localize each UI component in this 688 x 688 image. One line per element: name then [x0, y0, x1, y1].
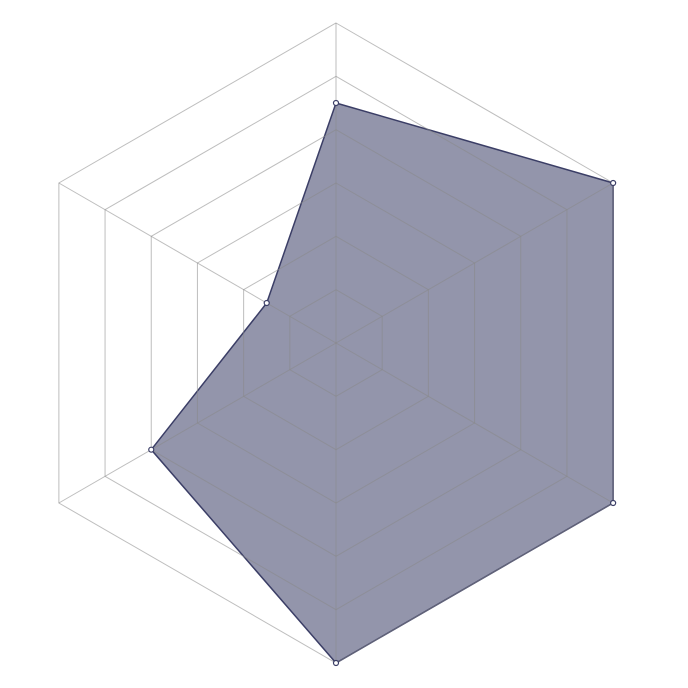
spoke	[335, 182, 614, 344]
data-point	[610, 499, 617, 507]
spoke	[335, 342, 614, 504]
data-point	[332, 659, 340, 667]
spoke	[58, 342, 337, 504]
data-area	[150, 102, 614, 664]
spoke	[58, 182, 337, 344]
data-point	[148, 446, 155, 453]
data-point	[332, 99, 340, 107]
data-point	[610, 179, 617, 187]
data-point	[263, 299, 270, 307]
